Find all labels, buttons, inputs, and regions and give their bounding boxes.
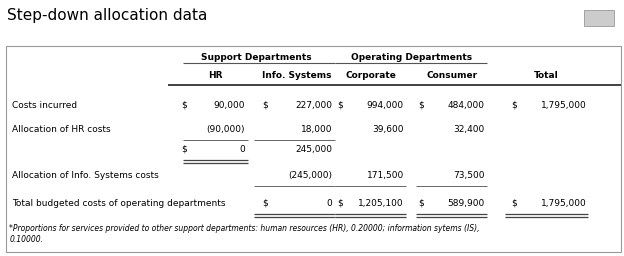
Text: Corporate: Corporate <box>346 71 397 80</box>
Text: 1,795,000: 1,795,000 <box>541 199 587 208</box>
Text: HR: HR <box>208 71 223 80</box>
Text: 90,000: 90,000 <box>214 101 245 110</box>
Text: 0: 0 <box>240 145 245 154</box>
Text: $: $ <box>337 101 343 110</box>
Text: 994,000: 994,000 <box>367 101 404 110</box>
Text: 171,500: 171,500 <box>366 171 404 180</box>
Text: $: $ <box>262 199 268 208</box>
Text: Allocation of HR costs: Allocation of HR costs <box>12 125 111 134</box>
Text: $: $ <box>181 101 187 110</box>
Text: 589,900: 589,900 <box>447 199 485 208</box>
Text: Allocation of Info. Systems costs: Allocation of Info. Systems costs <box>12 171 159 180</box>
Text: 18,000: 18,000 <box>301 125 333 134</box>
Bar <box>584 10 614 26</box>
Text: 39,600: 39,600 <box>373 125 404 134</box>
Text: $: $ <box>512 101 517 110</box>
Text: Operating Departments: Operating Departments <box>351 53 472 62</box>
Text: $: $ <box>181 145 187 154</box>
Text: 0: 0 <box>327 199 333 208</box>
Text: Total budgeted costs of operating departments: Total budgeted costs of operating depart… <box>12 199 226 208</box>
Text: $: $ <box>418 101 424 110</box>
Text: *Proportions for services provided to other support departments: human resources: *Proportions for services provided to ot… <box>9 225 480 244</box>
Text: (245,000): (245,000) <box>288 171 333 180</box>
Text: $: $ <box>262 101 268 110</box>
Text: (90,000): (90,000) <box>207 125 245 134</box>
Text: 1,205,100: 1,205,100 <box>358 199 404 208</box>
Text: Total: Total <box>534 71 558 80</box>
Text: Support Departments: Support Departments <box>200 53 311 62</box>
Text: 484,000: 484,000 <box>448 101 485 110</box>
Text: Step-down allocation data: Step-down allocation data <box>7 8 208 23</box>
Text: $: $ <box>337 199 343 208</box>
FancyBboxPatch shape <box>6 46 621 252</box>
Text: 1,795,000: 1,795,000 <box>541 101 587 110</box>
Text: Costs incurred: Costs incurred <box>12 101 77 110</box>
Text: Consumer: Consumer <box>427 71 478 80</box>
Text: 73,500: 73,500 <box>454 171 485 180</box>
Text: 245,000: 245,000 <box>296 145 333 154</box>
Text: Info. Systems: Info. Systems <box>261 71 331 80</box>
Text: 32,400: 32,400 <box>454 125 485 134</box>
Text: $: $ <box>512 199 517 208</box>
Text: 227,000: 227,000 <box>296 101 333 110</box>
Text: $: $ <box>418 199 424 208</box>
